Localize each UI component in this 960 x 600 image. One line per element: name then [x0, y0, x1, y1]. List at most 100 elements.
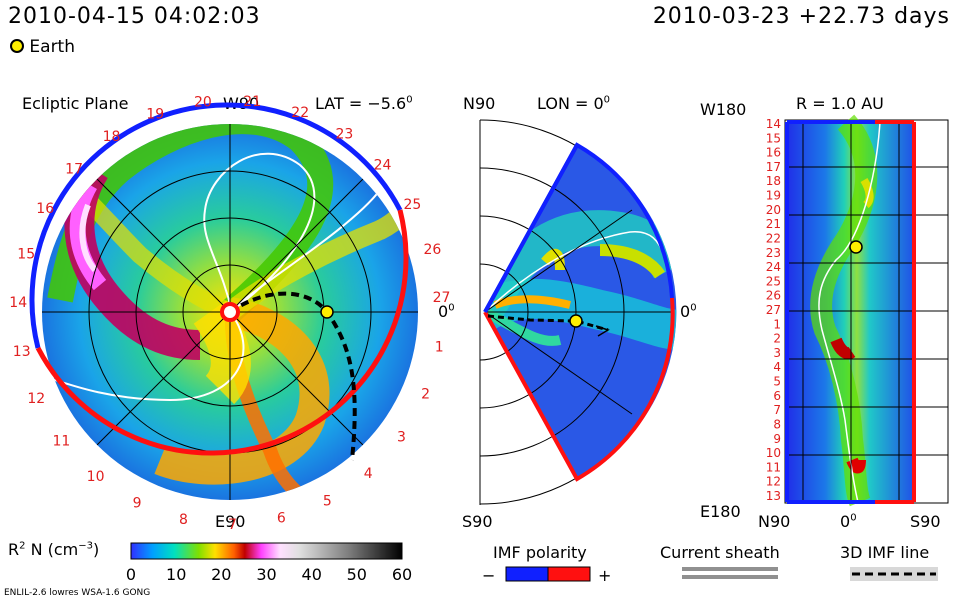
- earth-legend-label: Earth: [29, 37, 75, 57]
- shell-y-label: 4: [773, 360, 781, 374]
- colorbar-tick-label: 20: [211, 565, 231, 584]
- model-footer: ENLIL-2.6 lowres WSA-1.6 GONG: [4, 588, 151, 598]
- carrington-label: 27: [433, 290, 451, 306]
- reference-label: 2010-03-23 +22.73 days: [652, 4, 950, 29]
- shell-y-label: 12: [766, 475, 781, 489]
- shell-x-right: S90: [910, 512, 941, 531]
- shell-y-label: 1: [773, 317, 781, 331]
- shell-y-label: 6: [773, 389, 781, 403]
- lat-label: LAT = −5.60: [315, 94, 413, 113]
- carrington-label: 7: [228, 517, 237, 533]
- colorbar-tick-label: 30: [256, 565, 276, 584]
- earth-legend: Earth: [10, 37, 75, 57]
- imf-plus-label: +: [598, 566, 612, 585]
- sheath-swatch-top: [682, 567, 778, 571]
- carrington-label: 15: [17, 247, 35, 263]
- ecliptic-title: Ecliptic Plane: [22, 94, 129, 113]
- meridional-top-label: N90: [463, 94, 496, 113]
- shell-y-label: 10: [766, 446, 781, 460]
- ecliptic-bottom-label: E90: [215, 512, 246, 531]
- carrington-label: 12: [27, 391, 45, 407]
- colorbar-tick-label: 10: [166, 565, 186, 584]
- shell-y-label: 7: [773, 403, 781, 417]
- imf3d-title: 3D IMF line: [840, 543, 930, 562]
- imf-negative-swatch: [505, 566, 549, 582]
- carrington-label: 3: [397, 430, 406, 446]
- carrington-label: 9: [133, 496, 142, 512]
- shell-y-label: 11: [766, 460, 781, 474]
- carrington-label: 2: [421, 387, 430, 403]
- earth-marker-icon: [10, 39, 24, 53]
- carrington-label: 16: [36, 201, 54, 217]
- colorbar-tick-label: 40: [302, 565, 322, 584]
- current-sheath-title: Current sheath: [660, 543, 780, 562]
- meridional-right-label: 00: [680, 302, 697, 321]
- shell-y-label: 24: [766, 260, 781, 274]
- carrington-label: 26: [423, 242, 441, 258]
- colorbar-tick-label: 50: [347, 565, 367, 584]
- carrington-label: 18: [103, 129, 121, 145]
- ecliptic-right-label: 00: [438, 302, 455, 321]
- imf-minus-label: −: [482, 566, 496, 585]
- shell-y-label: 19: [766, 189, 781, 203]
- shell-x-left: N90: [758, 512, 791, 531]
- shell-y-label: 21: [766, 217, 781, 231]
- shell-y-label: 3: [773, 346, 781, 360]
- carrington-label: 6: [277, 511, 286, 527]
- colorbar-ticks: 0 10 20 30 40 50 60: [126, 565, 412, 584]
- carrington-label: 17: [65, 161, 83, 177]
- shell-y-label: 15: [766, 131, 781, 145]
- shell-y-label: 27: [766, 303, 781, 317]
- shell-y-label: 2: [773, 332, 781, 346]
- shell-y-label: 26: [766, 289, 781, 303]
- carrington-label: 8: [179, 512, 188, 528]
- carrington-label: 20: [194, 95, 212, 111]
- shell-y-label: 20: [766, 203, 781, 217]
- shell-title: R = 1.0 AU: [796, 94, 884, 113]
- carrington-label: 23: [335, 127, 353, 143]
- shell-y-label: 18: [766, 174, 781, 188]
- shell-bottom-label: E180: [700, 502, 741, 521]
- shell-y-label: 8: [773, 418, 781, 432]
- shell-y-label: 23: [766, 246, 781, 260]
- shell-y-label: 22: [766, 232, 781, 246]
- colorbar-label: R2 N (cm−3): [8, 540, 100, 559]
- carrington-label: 19: [146, 107, 164, 123]
- shell-y-label: 25: [766, 274, 781, 288]
- earth-marker-shell: [849, 240, 863, 254]
- meridional-plot: [479, 119, 677, 505]
- carrington-label: 13: [13, 344, 31, 360]
- sheath-swatch-bottom: [682, 575, 778, 579]
- carrington-label: 1: [435, 339, 444, 355]
- carrington-label: 10: [87, 469, 105, 485]
- colorbar-tick-label: 0: [126, 565, 136, 584]
- shell-plot: [784, 114, 949, 507]
- carrington-label: 25: [403, 197, 421, 213]
- shell-y-label: 17: [766, 160, 781, 174]
- earth-marker-ecliptic: [320, 305, 334, 319]
- imf-positive-swatch: [547, 566, 591, 582]
- shell-top-label: W180: [700, 100, 747, 119]
- meridional-bottom-label: S90: [462, 512, 493, 531]
- colorbar-tick-label: 60: [392, 565, 412, 584]
- shell-y-label: 13: [766, 489, 781, 503]
- imf-polarity-title: IMF polarity: [493, 543, 587, 562]
- datetime-label: 2010-04-15 04:02:03: [8, 4, 261, 29]
- colorbar: [130, 542, 403, 560]
- carrington-label: 24: [374, 158, 392, 174]
- lon-label: LON = 00: [537, 94, 611, 113]
- shell-y-label: 14: [766, 117, 781, 131]
- earth-marker-meridional: [569, 314, 583, 328]
- carrington-label: 21: [243, 94, 261, 110]
- shell-y-label: 16: [766, 146, 781, 160]
- carrington-label: 11: [52, 434, 70, 450]
- shell-x-mid: 00: [840, 512, 857, 531]
- shell-y-label: 5: [773, 375, 781, 389]
- carrington-label: 4: [364, 466, 373, 482]
- shell-y-label: 9: [773, 432, 781, 446]
- carrington-label: 22: [291, 105, 309, 121]
- carrington-label: 5: [323, 493, 332, 509]
- shell-y-labels: 1415161718192021222324252627123456789101…: [766, 117, 781, 503]
